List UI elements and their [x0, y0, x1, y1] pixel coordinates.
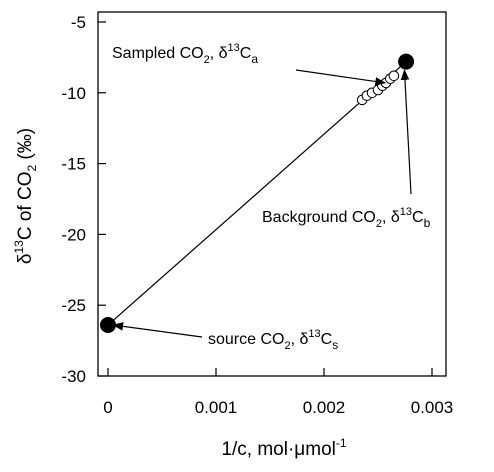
annotation-text-part: 13 [400, 206, 412, 218]
y-tick-label: -10 [61, 84, 86, 103]
annotation-text-part: C [240, 45, 252, 62]
annotation-text-part: C [412, 209, 424, 226]
y-axis-title: δ13C of CO2 (‰) [12, 128, 39, 264]
endmember-point [398, 53, 415, 70]
annotation-text-part: C [321, 331, 333, 348]
annotation-arrow-sampled [295, 69, 387, 86]
regression-lines [107, 61, 407, 326]
annotation-text-part: 2 [204, 54, 210, 66]
annotation-text-part: s [332, 338, 338, 352]
y-tick-label: -25 [61, 296, 86, 315]
x-axis-title: 1/c, mol·μmol-1 [221, 436, 346, 460]
x-tick-label: 0.001 [195, 398, 238, 417]
plot-frame [97, 11, 447, 377]
annotation-text-part: Background CO [262, 209, 376, 226]
endmember-point [100, 317, 116, 334]
annotation-text-part: 2 [284, 340, 290, 352]
annotation-text-part: source CO [208, 331, 284, 348]
y-tick-label: -15 [61, 155, 86, 174]
annotation-text-part: , δ [210, 45, 228, 62]
annotation-text-part: , δ [291, 331, 309, 348]
y-axis-ticks: -5 -10 -15 -20 -25 -30 [61, 13, 106, 386]
annotation-text-part: b [424, 216, 431, 230]
y-axis-title-sup: 13 [12, 240, 26, 254]
x-axis-title-main: 1/c, mol·μmol [221, 439, 335, 460]
y-tick-label: -20 [61, 225, 86, 244]
annotation-text-part: , δ [382, 209, 400, 226]
sample-point [388, 70, 400, 82]
y-tick-label: -30 [61, 367, 86, 386]
annotation-label-background: Background CO2, δ13Cb [262, 206, 431, 230]
y-axis-title-mid: C of CO [15, 172, 36, 241]
y-axis-title-sub: 2 [25, 165, 39, 172]
y-axis-title-post: (‰) [15, 128, 36, 165]
y-tick-label: -5 [71, 13, 86, 32]
mixing-line [107, 61, 407, 326]
x-axis-ticks: 0 0.001 0.002 0.003 [103, 368, 453, 417]
annotation-text-part: 13 [228, 42, 240, 54]
x-axis-title-sup: -1 [336, 436, 347, 450]
y-axis-title-pre: δ [15, 254, 36, 265]
annotation-arrow-source [112, 322, 203, 338]
annotation-text-part: Sampled CO [112, 45, 204, 62]
annotation-arrow-background [400, 69, 412, 195]
annotation-text-part: 2 [376, 218, 382, 230]
annotation-label-source: source CO2, δ13Cs [208, 328, 338, 352]
annotation-text-part: a [251, 52, 258, 66]
annotation-text-part: 13 [308, 328, 320, 340]
x-tick-label: 0.003 [411, 398, 454, 417]
x-tick-label: 0.002 [303, 398, 346, 417]
x-tick-label: 0 [103, 398, 112, 417]
annotation-label-sampled: Sampled CO2, δ13Ca [112, 42, 258, 66]
